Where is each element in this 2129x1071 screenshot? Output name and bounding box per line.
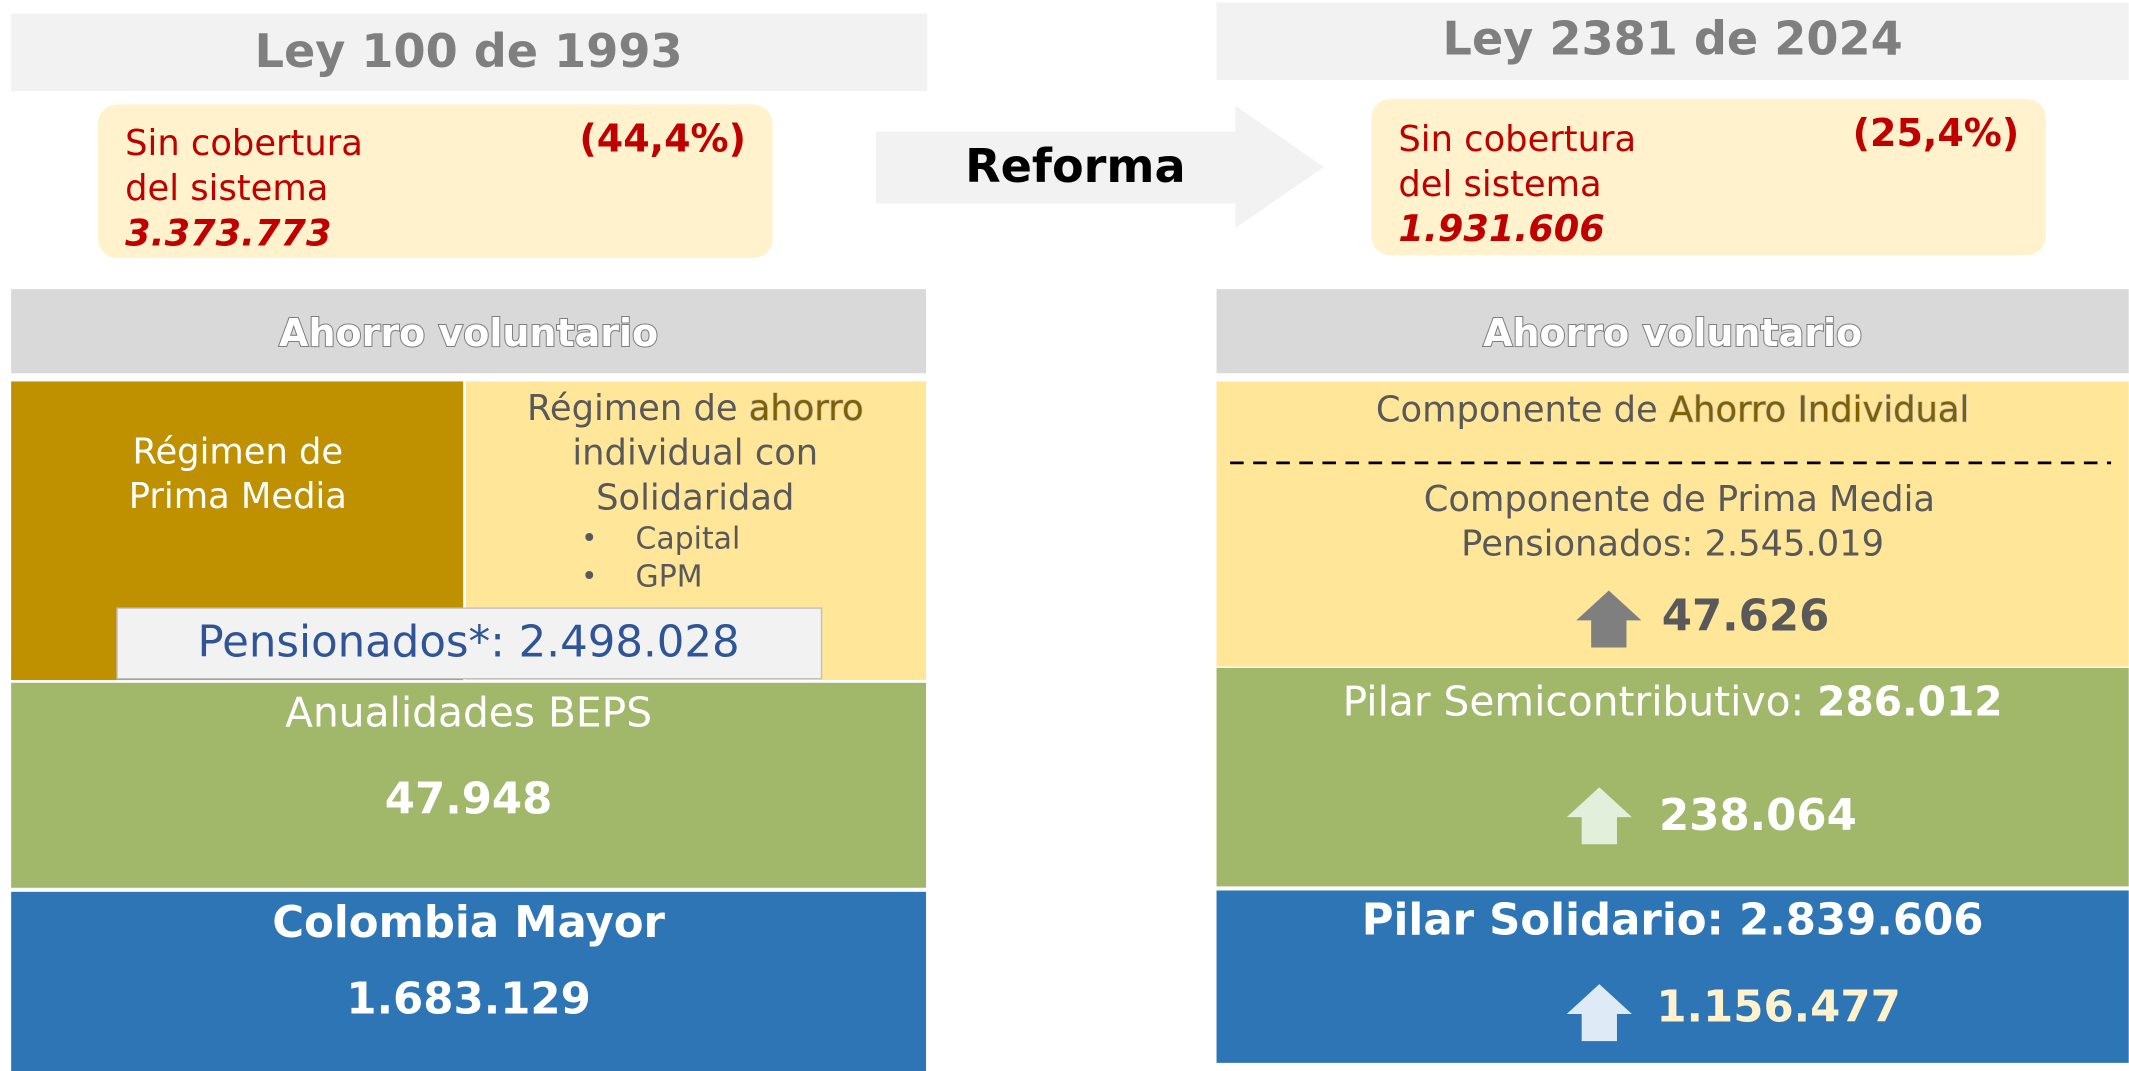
coverage-value: 3.373.773 [125,211,331,254]
rpm-label: Prima Media [129,476,347,517]
bullet: • [581,562,597,593]
coverage-value: 1.931.606 [1398,207,1604,250]
solidario-increase: 1.156.477 [1656,982,1900,1032]
up-arrow [1566,984,1632,1042]
title: Ley 100 de 1993 [255,24,683,78]
rais-text: Régimen de [527,388,749,429]
coverage-label: Sin cobertura [125,123,363,164]
rpm-label: Régimen de [133,431,344,472]
voluntary-bar [1216,289,2129,374]
title: Ley 2381 de 2024 [1443,12,1903,66]
beps-value: 47.948 [385,775,553,825]
beps-box [11,682,927,888]
prima-media-label: Componente de Prima Media [1424,479,1935,520]
rais-label: individual con [572,433,818,474]
individual-highlight: Ahorro Individual [1669,389,1969,430]
pensioners-box [116,607,823,680]
semicontributivo-increase: 238.064 [1659,791,1857,841]
component-box [1216,381,2129,667]
coverage-label: del sistema [1398,164,1601,205]
semicontributivo-box [1216,667,2129,887]
rais-label: Solidaridad [596,478,794,519]
solidario-box [1216,890,2129,1063]
colombia-mayor-label: Colombia Mayor [272,898,665,948]
up-arrow [1576,590,1642,648]
pensioners: Pensionados*: 2.498.028 [198,617,740,667]
prima-media-increase: 47.626 [1662,591,1830,641]
coverage-box [98,104,773,258]
individual-text: Componente de [1376,389,1669,430]
rais-label: Régimen de ahorro [527,388,864,429]
semicontributivo-text: Pilar Semicontributivo: [1343,677,1818,725]
reform-arrow [875,105,1324,229]
bullet-text: Capital [636,522,741,557]
coverage-percent: (44,4%) [579,117,746,161]
up-arrow [1566,787,1632,845]
bullet-text: GPM [636,560,703,595]
bullet: • [581,524,597,555]
rais-highlight: ahorro [749,388,864,429]
title-box [11,13,928,91]
semicontributivo-label: Pilar Semicontributivo: 286.012 [1343,677,2003,725]
title-box [1216,2,2129,81]
semicontributivo-value: 286.012 [1817,677,2002,725]
voluntary-label: Ahorro voluntario [279,311,658,355]
coverage-label: del sistema [125,168,328,209]
coverage-percent: (25,4%) [1853,111,2020,155]
coverage-box [1371,99,2046,256]
beps-label: Anualidades BEPS [285,688,652,736]
individual-label: Componente de Ahorro Individual [1376,389,1969,430]
voluntary-bar [11,289,927,374]
colombia-mayor-value: 1.683.129 [346,974,590,1024]
solidario-label: Pilar Solidario: 2.839.606 [1362,896,1984,946]
reform-label: Reforma [965,139,1186,193]
prima-media-pensioners: Pensionados: 2.545.019 [1461,524,1884,565]
voluntary-label: Ahorro voluntario [1483,311,1862,355]
coverage-label: Sin cobertura [1398,119,1636,160]
colombia-mayor-box [11,891,927,1071]
